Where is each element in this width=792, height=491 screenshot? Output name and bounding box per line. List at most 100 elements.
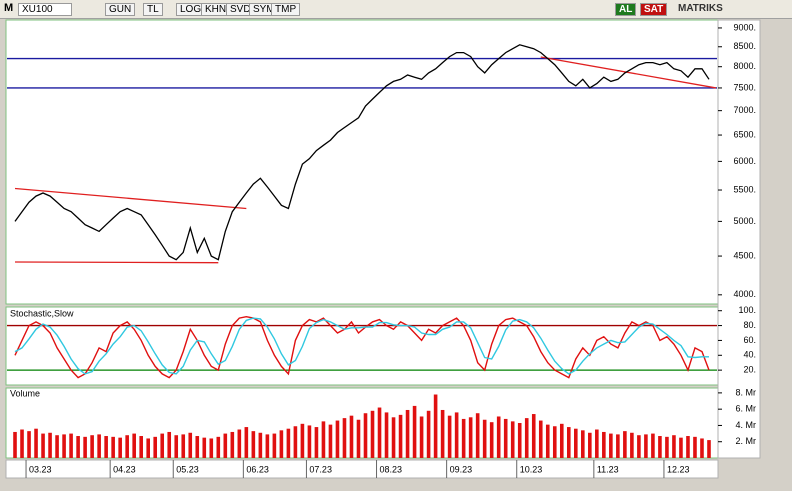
bar [321, 421, 326, 458]
toolbar: M XU100 GUN TL LOG KHN SVD SYM TMP AL SA… [0, 0, 792, 19]
bar [174, 435, 179, 458]
y-tick-label: 4500. [733, 250, 756, 260]
bar [391, 417, 396, 458]
bar [384, 412, 389, 458]
bar [251, 431, 256, 458]
bar [693, 436, 697, 458]
y-tick-label: 9000. [733, 22, 756, 32]
price-panel [5, 19, 719, 305]
bar [293, 426, 298, 458]
bar [377, 407, 382, 458]
bar [55, 435, 59, 458]
button[interactable]: TL [143, 3, 163, 16]
symbol-box[interactable]: XU100 [18, 3, 72, 16]
bar [419, 416, 424, 458]
bar [517, 423, 522, 458]
bar [153, 436, 158, 458]
data-line [14, 315, 710, 379]
bar [503, 418, 508, 458]
bar [230, 431, 235, 458]
bar [433, 394, 438, 458]
bar [370, 410, 375, 458]
y-tick-label: 4. Mr [735, 420, 756, 430]
bar [97, 434, 101, 458]
bar [531, 414, 536, 458]
bar [574, 428, 578, 458]
bar [538, 420, 543, 458]
y-tick-label: 7000. [733, 105, 756, 115]
bar [146, 438, 150, 458]
bar [651, 433, 655, 458]
y-tick-label: 100. [738, 305, 756, 315]
bar [356, 419, 361, 458]
y-tick-label: 8000. [733, 61, 756, 71]
bar [300, 423, 305, 458]
bar [314, 427, 319, 458]
bar [623, 431, 627, 458]
bar [581, 430, 585, 458]
trend-line [14, 187, 247, 210]
bar [188, 432, 193, 458]
y-tick-label: 4000. [733, 289, 756, 299]
bar [181, 434, 186, 458]
y-tick-label: 6. Mr [735, 404, 756, 414]
bar [679, 437, 683, 458]
y-tick-label: 2. Mr [735, 436, 756, 446]
bar [13, 431, 17, 458]
bar [588, 432, 592, 458]
bar [132, 433, 136, 458]
bar [363, 413, 368, 458]
bar [672, 435, 676, 458]
date-axis [5, 459, 719, 479]
bar [118, 437, 122, 458]
y-tick-label: 60. [743, 335, 756, 345]
bar [125, 435, 129, 458]
bar [686, 436, 690, 458]
panel-title: Volume [10, 388, 40, 398]
y-tick-label: 7500. [733, 82, 756, 92]
bar [328, 424, 333, 458]
bar [104, 436, 108, 458]
bar [307, 425, 312, 458]
y-tick-label: 8. Mr [735, 387, 756, 397]
button[interactable]: GUN [105, 3, 136, 16]
bar [20, 429, 24, 458]
bar [489, 422, 494, 458]
data-line [14, 44, 710, 261]
trend-line [540, 56, 717, 89]
logo: M [4, 2, 14, 14]
bar [27, 431, 31, 458]
bar [342, 418, 347, 458]
bar [566, 427, 571, 458]
bar [349, 415, 354, 458]
bar [482, 419, 487, 458]
x-tick-label: 04.23 [113, 464, 136, 474]
bar [595, 429, 599, 458]
bar [216, 436, 221, 458]
brand: MATRIKS [678, 3, 723, 14]
bar [545, 424, 550, 458]
bar [62, 434, 66, 458]
bar [461, 418, 466, 458]
panel-title: Stochastic,Slow [10, 308, 74, 318]
button[interactable]: TMP [271, 3, 301, 16]
bar [335, 420, 340, 458]
bar [468, 417, 473, 458]
x-tick-label: 11.23 [597, 464, 619, 474]
bar [244, 427, 249, 458]
y-tick-label: 5500. [733, 184, 756, 194]
bar [398, 414, 403, 458]
bar [665, 436, 669, 458]
bar [630, 432, 634, 458]
bar [524, 418, 529, 458]
data-line [14, 317, 709, 375]
buy-button[interactable]: AL [615, 3, 637, 16]
bar [41, 433, 45, 458]
bar [426, 410, 431, 458]
bar [475, 413, 480, 458]
bar [707, 440, 711, 458]
x-tick-label: 05.23 [176, 464, 199, 474]
sell-button[interactable]: SAT [640, 3, 668, 16]
bar [139, 436, 143, 458]
volume-panel [5, 387, 719, 459]
